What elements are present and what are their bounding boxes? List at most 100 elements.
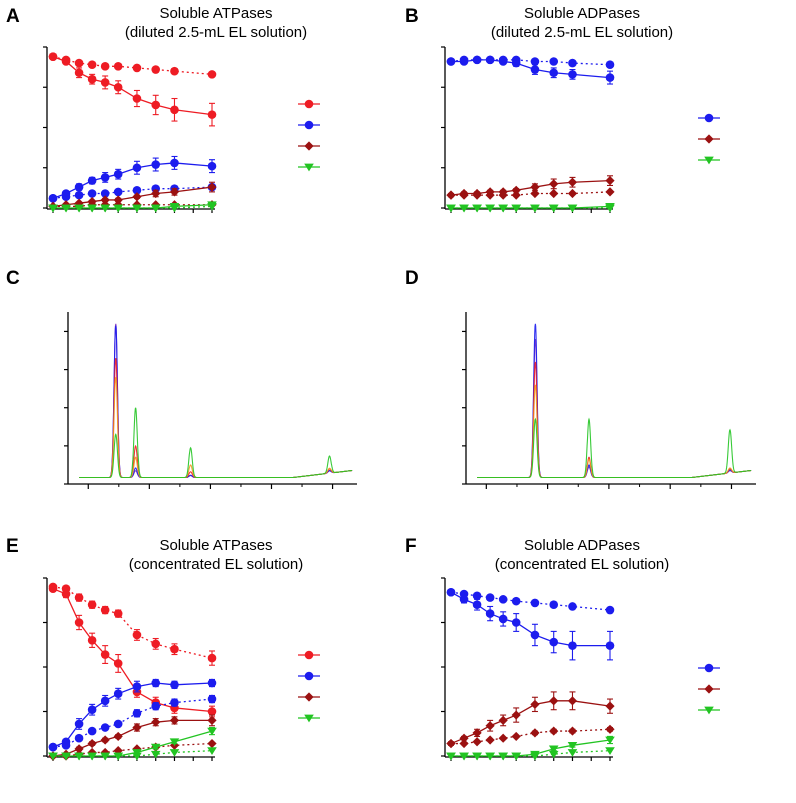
data-point-eatp	[87, 600, 97, 609]
data-point-eadp	[74, 719, 84, 729]
data-point-eado	[169, 738, 180, 747]
data-point-eatp	[74, 68, 84, 78]
data-point-eado	[485, 752, 495, 761]
panel-a-title-line1: Soluble ATPases	[159, 5, 272, 22]
data-point-eatp	[207, 653, 217, 663]
data-point-eado	[100, 204, 110, 213]
data-point-eamp	[485, 721, 495, 731]
data-point-eamp	[459, 190, 469, 200]
data-point-eatp	[61, 584, 71, 593]
data-point-eadp	[100, 696, 110, 706]
data-point-eadp	[472, 591, 482, 601]
data-point-eamp	[530, 188, 540, 199]
data-point-eamp	[567, 726, 578, 736]
data-point-eadp	[100, 189, 110, 198]
panel-c-letter: C	[6, 268, 20, 289]
data-point-eado	[74, 204, 84, 213]
data-point-eadp	[530, 65, 540, 74]
data-point-eatp	[87, 60, 97, 70]
data-point-eadp	[549, 637, 559, 647]
data-point-eamp	[472, 728, 482, 738]
legend-marker-eatp	[304, 99, 314, 109]
data-point-eatp	[113, 609, 123, 618]
data-point-eado	[530, 752, 540, 761]
data-point-eamp	[549, 179, 559, 189]
data-point-eatp	[132, 63, 142, 73]
data-point-eadp	[605, 605, 615, 615]
data-point-eamp	[446, 738, 456, 749]
series-line-eatp-solid	[52, 56, 213, 116]
data-point-eado	[446, 204, 456, 213]
panel-e-title-line1: Soluble ATPases	[159, 537, 272, 554]
data-point-eado	[485, 204, 495, 213]
legend-marker-eadp	[304, 671, 314, 681]
panel-d: D	[405, 268, 756, 489]
data-point-eado	[100, 752, 110, 761]
data-point-eadp	[74, 190, 84, 200]
data-point-eadp	[61, 192, 71, 202]
panel-f-title-line2: (concentrated EL solution)	[495, 556, 670, 573]
panel-f-letter: F	[405, 536, 417, 557]
data-point-eamp	[100, 735, 110, 745]
data-point-eatp	[48, 582, 58, 592]
series-line-eamp-solid	[450, 700, 611, 745]
legend-marker-eamp	[704, 134, 714, 144]
data-point-eatp	[207, 110, 217, 119]
data-point-eadp	[605, 73, 615, 82]
data-point-eadp	[151, 678, 161, 688]
data-point-eadp	[485, 55, 495, 65]
data-point-eadp	[511, 618, 521, 627]
data-point-eado	[132, 752, 142, 761]
data-point-eado	[498, 752, 508, 761]
data-point-eadp	[132, 163, 142, 173]
data-point-eamp	[151, 188, 161, 199]
data-point-eamp	[511, 190, 521, 200]
data-point-eamp	[446, 190, 456, 200]
data-point-eado	[605, 736, 615, 745]
series-line-eatp-solid	[52, 588, 213, 713]
panel-b-title-line1: Soluble ADPases	[524, 5, 640, 22]
data-point-eadp	[87, 176, 97, 185]
chromatogram-trace-4	[79, 377, 353, 479]
data-point-eatp	[170, 66, 179, 76]
data-point-eatp	[48, 52, 58, 61]
data-point-eadp	[498, 614, 508, 624]
data-point-eado	[48, 204, 58, 213]
data-point-eado	[567, 749, 578, 757]
data-point-eado	[472, 204, 482, 213]
data-point-eadp	[151, 701, 161, 711]
data-point-eamp	[530, 182, 540, 192]
data-point-eatp	[74, 58, 84, 68]
legend-marker-eadp	[304, 120, 314, 130]
data-point-eamp	[100, 195, 110, 205]
data-point-eamp	[511, 710, 521, 720]
data-point-eadp	[87, 726, 97, 736]
data-point-eadp	[498, 55, 508, 65]
data-point-eado	[207, 203, 217, 211]
chromatogram-trace-3	[477, 361, 752, 479]
data-point-eadp	[568, 58, 577, 68]
data-point-eamp	[605, 187, 615, 197]
data-point-eamp	[132, 722, 142, 733]
data-point-eadp	[207, 694, 217, 704]
data-point-eadp	[48, 194, 58, 203]
data-point-eadp	[74, 182, 84, 192]
data-point-eado	[459, 752, 469, 761]
chromatogram-trace-2	[477, 323, 752, 479]
data-point-eadp	[87, 189, 97, 198]
data-point-eado	[207, 747, 217, 755]
data-point-eamp	[113, 195, 123, 205]
data-point-eado	[207, 727, 217, 736]
legend-marker-eamp	[304, 692, 314, 702]
data-point-eadp	[100, 723, 110, 732]
data-point-eamp	[485, 190, 495, 200]
data-point-eamp	[207, 738, 217, 749]
data-point-eado	[113, 752, 123, 761]
data-point-eado	[87, 752, 97, 761]
data-point-eamp	[169, 715, 180, 725]
data-point-eamp	[485, 735, 495, 745]
data-point-eamp	[132, 192, 142, 202]
data-point-eamp	[207, 182, 217, 192]
data-point-eatp	[100, 78, 110, 87]
